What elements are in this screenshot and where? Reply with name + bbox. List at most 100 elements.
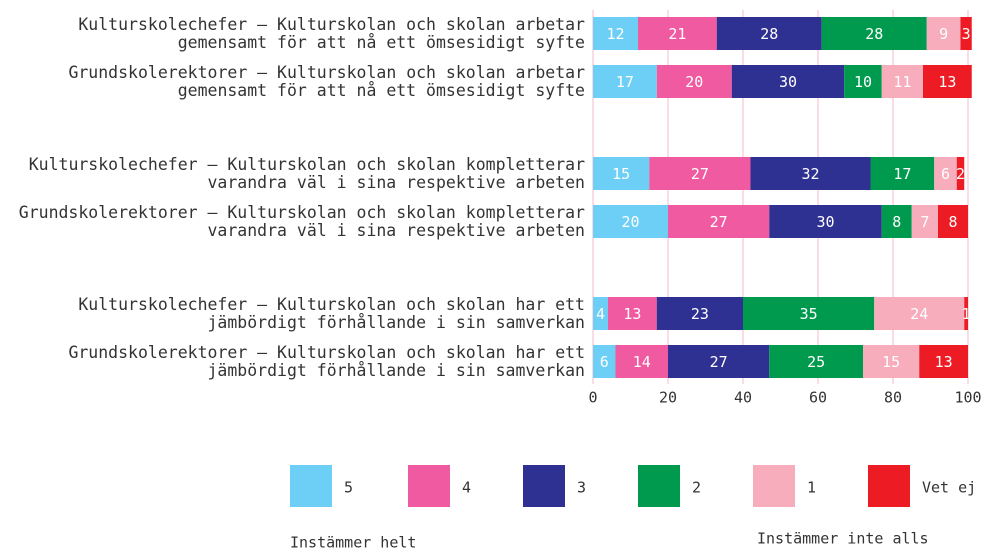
- bar-segment: [881, 205, 912, 238]
- category-label: Grundskolerektorer – Kulturskolan och sk…: [68, 62, 585, 100]
- value-label: 3: [962, 25, 971, 43]
- category-label: Kulturskolechefer – Kulturskolan och sko…: [78, 294, 585, 332]
- category-label: Kulturskolechefer – Kulturskolan och sko…: [78, 14, 585, 52]
- bar-segment: [638, 17, 717, 50]
- value-label: 4: [596, 305, 605, 323]
- legend-label: 5: [344, 479, 353, 497]
- legend-swatch: [523, 465, 565, 507]
- value-label: 15: [612, 165, 630, 183]
- legend-label: Vet ej: [922, 479, 976, 497]
- value-label: 2: [956, 165, 965, 183]
- bar-segment: [593, 345, 616, 378]
- legend-label: 1: [807, 479, 816, 497]
- value-label: 21: [668, 25, 686, 43]
- value-label: 13: [623, 305, 641, 323]
- value-label: 35: [800, 305, 818, 323]
- bar-segment: [743, 297, 875, 330]
- value-label: 25: [807, 353, 825, 371]
- bar-segment: [716, 17, 822, 50]
- legend-label: 2: [692, 479, 701, 497]
- legend-swatch: [638, 465, 680, 507]
- bar-segment: [731, 65, 845, 98]
- bar-segment: [668, 205, 770, 238]
- value-label: 20: [621, 213, 639, 231]
- bar-segment: [769, 345, 863, 378]
- bar-segment: [668, 345, 770, 378]
- x-tick-label: 100: [954, 389, 981, 407]
- value-label: 8: [948, 213, 957, 231]
- bar-segment: [881, 65, 923, 98]
- value-label: 1: [962, 305, 971, 323]
- bar-segment: [656, 297, 743, 330]
- bar-segment: [750, 157, 871, 190]
- legend-label: 3: [577, 479, 586, 497]
- bar-segment: [615, 345, 668, 378]
- legend-label: 4: [462, 479, 471, 497]
- value-label: 28: [865, 25, 883, 43]
- value-label: 30: [816, 213, 834, 231]
- bar-segment: [938, 205, 968, 238]
- value-label: 14: [633, 353, 651, 371]
- bar-segment: [956, 157, 965, 190]
- bar-segment: [769, 205, 882, 238]
- value-label: 10: [854, 73, 872, 91]
- bar-segment: [656, 65, 732, 98]
- value-label: 12: [606, 25, 624, 43]
- value-label: 6: [600, 353, 609, 371]
- value-label: 9: [939, 25, 948, 43]
- bar-segment: [593, 17, 638, 50]
- value-label: 7: [920, 213, 929, 231]
- annotation: Instämmer inte alls: [757, 530, 929, 548]
- value-label: 15: [882, 353, 900, 371]
- bar-segment: [960, 17, 972, 50]
- value-label: 17: [893, 165, 911, 183]
- category-label: Kulturskolechefer – Kulturskolan och sko…: [28, 154, 585, 192]
- bar-segment: [863, 345, 920, 378]
- value-label: 27: [710, 213, 728, 231]
- legend-swatch: [753, 465, 795, 507]
- bar-segment: [923, 65, 972, 98]
- bar-segment: [593, 157, 650, 190]
- value-label: 24: [910, 305, 928, 323]
- bar-segment: [649, 157, 751, 190]
- x-tick-label: 40: [734, 389, 752, 407]
- value-label: 8: [892, 213, 901, 231]
- legend-swatch: [290, 465, 332, 507]
- category-label: Grundskolerektorer – Kulturskolan och sk…: [18, 202, 585, 240]
- value-label: 30: [779, 73, 797, 91]
- value-label: 17: [616, 73, 634, 91]
- category-label: Grundskolerektorer – Kulturskolan och sk…: [68, 342, 585, 380]
- bar-segment: [874, 297, 965, 330]
- x-tick-label: 20: [659, 389, 677, 407]
- value-label: 23: [691, 305, 709, 323]
- bar-segment: [593, 297, 608, 330]
- value-label: 32: [801, 165, 819, 183]
- bar-segment: [593, 65, 657, 98]
- bar-segment: [593, 205, 668, 238]
- value-label: 27: [710, 353, 728, 371]
- x-tick-label: 60: [809, 389, 827, 407]
- value-label: 27: [691, 165, 709, 183]
- value-label: 13: [935, 353, 953, 371]
- x-tick-label: 80: [884, 389, 902, 407]
- bar-segment: [911, 205, 938, 238]
- value-label: 28: [760, 25, 778, 43]
- legend-swatch: [868, 465, 910, 507]
- bar-segment: [608, 297, 657, 330]
- bar-segment: [821, 17, 927, 50]
- value-label: 20: [685, 73, 703, 91]
- bar-segment: [919, 345, 968, 378]
- bar-segment: [844, 65, 882, 98]
- value-label: 13: [938, 73, 956, 91]
- bar-segment: [964, 297, 968, 330]
- legend-swatch: [408, 465, 450, 507]
- bar-segment: [870, 157, 935, 190]
- bar-segment: [934, 157, 957, 190]
- x-tick-label: 0: [588, 389, 597, 407]
- annotation: Instämmer helt: [290, 534, 416, 548]
- value-label: 11: [893, 73, 911, 91]
- bar-segment: [926, 17, 961, 50]
- value-label: 6: [941, 165, 950, 183]
